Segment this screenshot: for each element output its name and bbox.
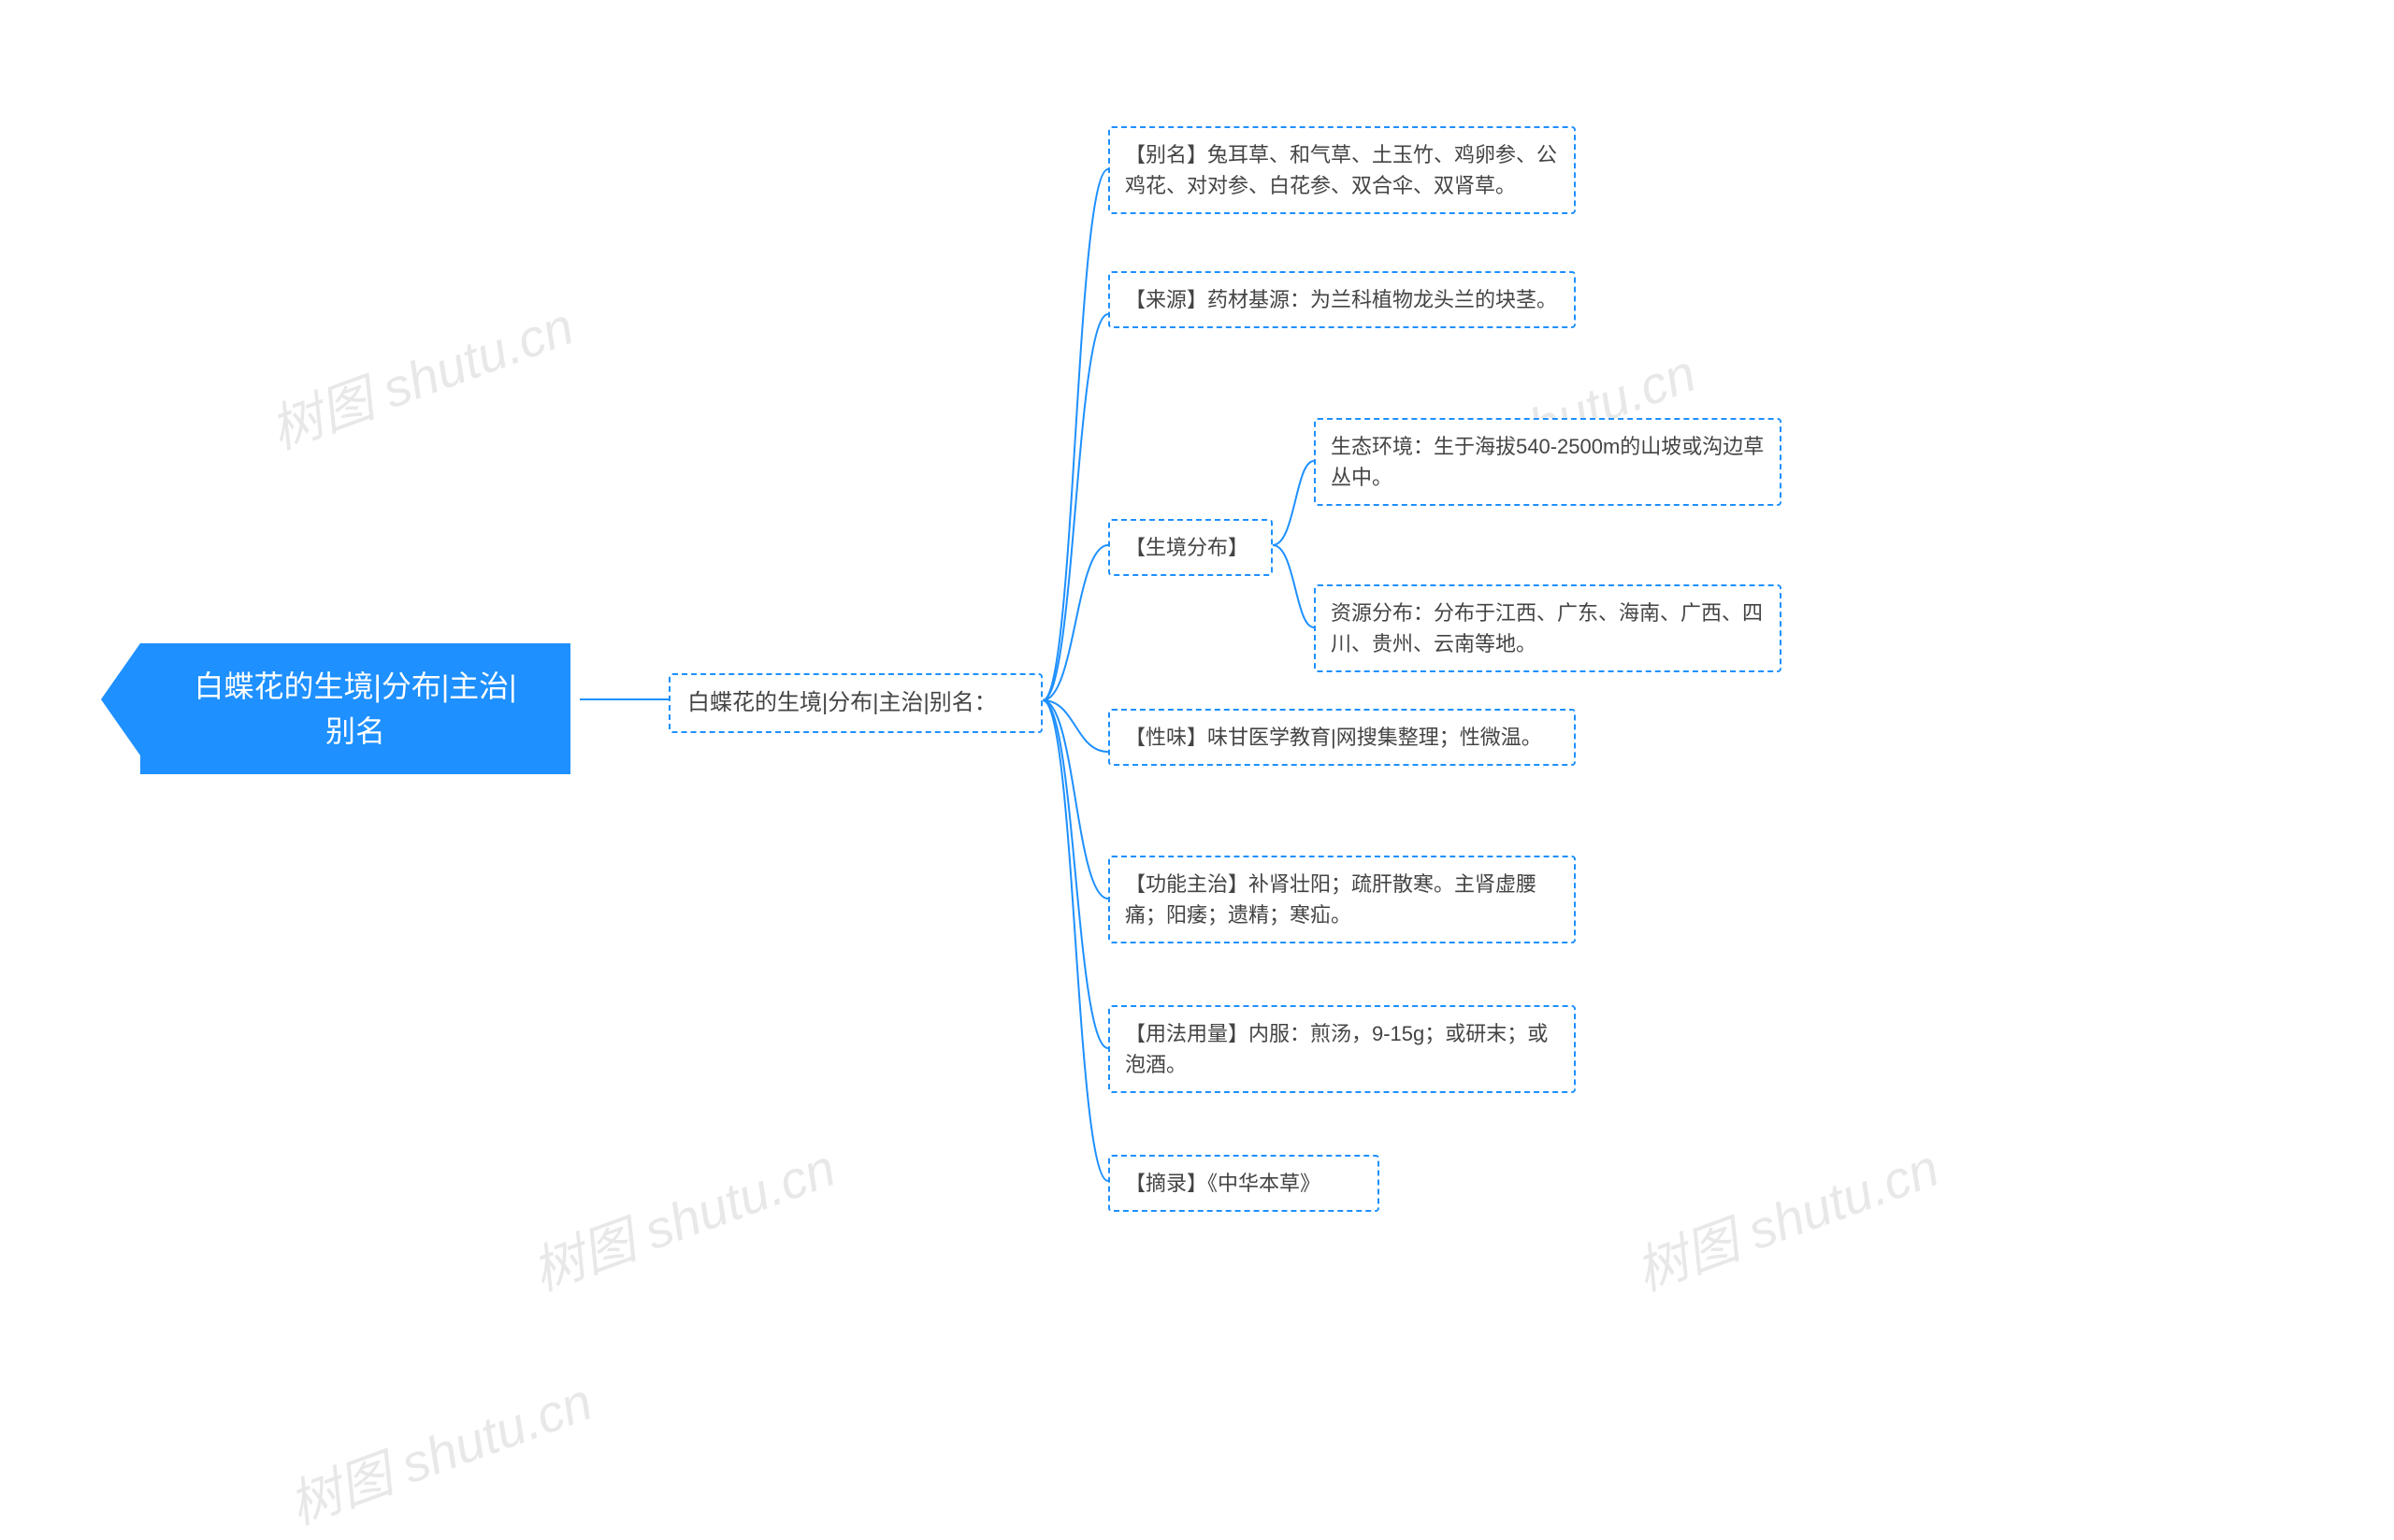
subtitle-node[interactable]: 白蝶花的生境|分布|主治|别名： xyxy=(669,673,1043,733)
watermark: 树图 shutu.cn xyxy=(258,284,583,464)
leaf-habitat[interactable]: 【生境分布】 xyxy=(1108,519,1273,576)
leaf-excerpt[interactable]: 【摘录】《中华本草》 xyxy=(1108,1155,1379,1212)
leaf-function[interactable]: 【功能主治】补肾壮阳；疏肝散寒。主肾虚腰痛；阳痿；遗精；寒疝。 xyxy=(1108,856,1576,943)
watermark: 树图 shutu.cn xyxy=(277,1360,601,1539)
root-node[interactable]: 白蝶花的生境|分布|主治|别名 xyxy=(140,643,570,774)
leaf-taste[interactable]: 【性味】味甘医学教育|网搜集整理；性微温。 xyxy=(1108,709,1576,766)
watermark: 树图 shutu.cn xyxy=(1623,1126,1948,1305)
mindmap-canvas: 树图 shutu.cn 树图 shutu.cn 树图 shutu.cn 树图 s… xyxy=(0,0,2394,1469)
leaf-alias[interactable]: 【别名】兔耳草、和气草、土玉竹、鸡卵参、公鸡花、对对参、白花参、双合伞、双肾草。 xyxy=(1108,126,1576,214)
leaf-usage[interactable]: 【用法用量】内服：煎汤，9-15g；或研末；或泡酒。 xyxy=(1108,1005,1576,1093)
watermark: 树图 shutu.cn xyxy=(520,1126,844,1305)
leaf-habitat-eco[interactable]: 生态环境：生于海拔540-2500m的山坡或沟边草丛中。 xyxy=(1314,418,1781,506)
leaf-habitat-res[interactable]: 资源分布：分布于江西、广东、海南、广西、四川、贵州、云南等地。 xyxy=(1314,584,1781,672)
leaf-source[interactable]: 【来源】药材基源：为兰科植物龙头兰的块茎。 xyxy=(1108,271,1576,328)
